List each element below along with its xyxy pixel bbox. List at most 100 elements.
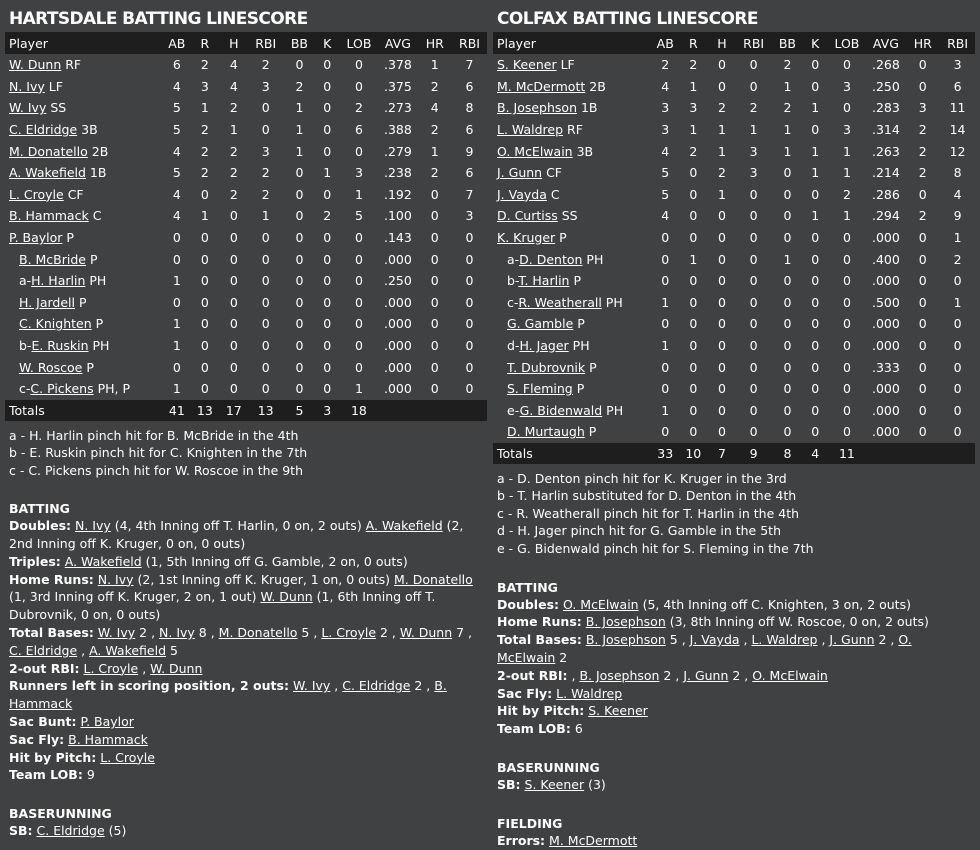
totals-row: Totals 33 10 7 9 8 4 11 [493,442,975,464]
stat-hits: 0 [718,316,726,332]
player-link[interactable]: A. Wakefield [64,553,142,569]
player-name-link[interactable]: R. Weatherall [518,294,602,310]
player-link[interactable]: B. Josephson [585,632,666,648]
player-link[interactable]: M. Donatello [218,625,298,641]
player-name-link[interactable]: A. Wakefield [9,165,86,181]
player-link[interactable]: W. Ivy [292,678,331,694]
player-link[interactable]: J. Vayda [689,632,740,648]
player-name-link[interactable]: C. Knighten [19,316,92,332]
player-name-link[interactable]: J. Gunn [497,165,543,181]
player-link[interactable]: M. Donatello [394,571,473,587]
stat-ab: 4 [661,143,670,159]
player-name-link[interactable]: C. Pickens [30,381,94,397]
player-name-link[interactable]: W. Dunn [9,57,62,73]
player-name-link[interactable]: J. Vayda [497,186,547,202]
player-cell: H. Jardell P [5,292,164,314]
player-link[interactable]: M. McDermott [549,832,638,848]
player-name-link[interactable]: T. Harlin [518,273,570,289]
player-name-link[interactable]: B. Josephson [497,100,577,116]
stat-rbi: 0 [261,100,270,116]
player-name-link[interactable]: P. Baylor [9,230,63,246]
player-link[interactable]: W. Ivy [97,625,136,641]
player-link[interactable]: J. Gunn [683,667,729,683]
player-link[interactable]: C. Eldridge [9,642,78,658]
stat-home-runs: 0 [430,381,439,397]
player-link[interactable]: N. Ivy [75,518,111,534]
stat-rbi: 0 [749,78,758,94]
stat-strikeouts: 0 [811,359,820,375]
player-name-link[interactable]: E. Ruskin [31,338,89,354]
player-link[interactable]: L. Waldrep [556,685,623,701]
stat-label: Home Runs: [9,571,94,587]
player-link[interactable]: B. Hammack [9,678,447,712]
player-name-link[interactable]: B. McBride [19,251,86,267]
player-link[interactable]: N. Ivy [159,625,195,641]
player-name-link[interactable]: W. Ivy [9,100,47,116]
column-header: BB [284,32,315,54]
column-header: LOB [827,32,867,54]
player-name-link[interactable]: S. Keener [497,57,557,73]
player-link[interactable]: P. Baylor [80,714,134,730]
player-name-link[interactable]: H. Jager [519,338,569,354]
player-name-link[interactable]: M. McDermott [497,78,586,94]
stat-label: SB: [497,777,521,793]
player-link[interactable]: C. Eldridge [36,823,105,839]
player-name-link[interactable]: N. Ivy [9,78,45,94]
player-name-link[interactable]: L. Waldrep [497,122,564,138]
player-name-link[interactable]: H. Harlin [31,273,86,289]
player-name-link[interactable]: O. McElwain [497,143,573,159]
player-name-link[interactable]: T. Dubrovnik [507,359,586,375]
player-name-link[interactable]: K. Kruger [497,230,556,246]
player-link[interactable]: A. Wakefield [89,642,167,658]
player-link[interactable]: O. McElwain [497,632,912,666]
player-name-link[interactable]: C. Eldridge [9,122,78,138]
player-link[interactable]: A. Wakefield [365,518,443,534]
player-link[interactable]: L. Croyle [83,660,139,676]
stat-text: (3, 8th Inning off W. Roscoe, 0 on, 2 ou… [665,614,929,630]
player-link[interactable]: B. Hammack [68,731,148,747]
player-name-link[interactable]: M. Donatello [9,143,88,159]
player-link[interactable]: L. Croyle [321,625,377,641]
section-heading: BASERUNNING [497,760,600,776]
stat-line: Home Runs: N. Ivy (2, 1st Inning off K. … [9,571,479,624]
player-name-link[interactable]: W. Roscoe [19,359,83,375]
player-link[interactable]: L. Croyle [100,749,155,765]
player-name-link[interactable]: H. Jardell [19,294,75,310]
player-link[interactable]: S. Keener [588,703,648,719]
player-link[interactable]: L. Waldrep [751,632,818,648]
player-link[interactable]: N. Ivy [97,571,134,587]
stat-hits: 0 [229,338,238,354]
total-walks: 5 [284,399,315,421]
stat-text: 2 , [659,667,684,683]
player-link[interactable]: S. Keener [524,777,585,793]
player-info: A. Wakefield 1B [9,165,106,180]
player-name-link[interactable]: S. Fleming [507,381,573,397]
player-link[interactable]: J. Gunn [829,632,875,648]
player-name-link[interactable]: D. Murtaugh [507,424,585,440]
player-link[interactable]: B. Josephson [579,667,660,683]
player-cell: B. Josephson 1B [493,97,653,119]
player-name-link[interactable]: B. Hammack [9,208,89,224]
player-name-link[interactable]: G. Gamble [507,316,574,332]
stat-home-runs: 0 [918,294,927,310]
section-lines: SB: S. Keener (3) [497,776,967,794]
player-row: W. Dunn RF 6 2 4 2 0 0 0 .378 1 7 [5,54,487,76]
player-row: L. Croyle CF 4 0 2 2 0 0 1 .192 0 7 [5,184,487,206]
player-link[interactable]: W. Dunn [399,625,453,641]
stat-walks: 2 [295,78,304,94]
player-name-link[interactable]: L. Croyle [9,186,64,202]
player-name-link[interactable]: D. Denton [519,251,583,267]
player-link[interactable]: C. Eldridge [342,678,411,694]
player-link[interactable]: O. McElwain [563,596,639,612]
column-header: R [677,32,709,54]
player-link[interactable]: W. Dunn [150,660,203,676]
stat-walks: 1 [295,100,304,116]
player-link[interactable]: O. McElwain [752,667,828,683]
stat-strikeouts: 0 [811,294,820,310]
stat-avg: .375 [383,78,412,94]
player-name-link[interactable]: G. Bidenwald [519,402,603,418]
player-link[interactable]: W. Dunn [260,589,313,605]
player-info: e-G. Bidenwald PH [497,403,623,418]
player-link[interactable]: B. Josephson [585,614,666,630]
player-name-link[interactable]: D. Curtiss [497,208,558,224]
